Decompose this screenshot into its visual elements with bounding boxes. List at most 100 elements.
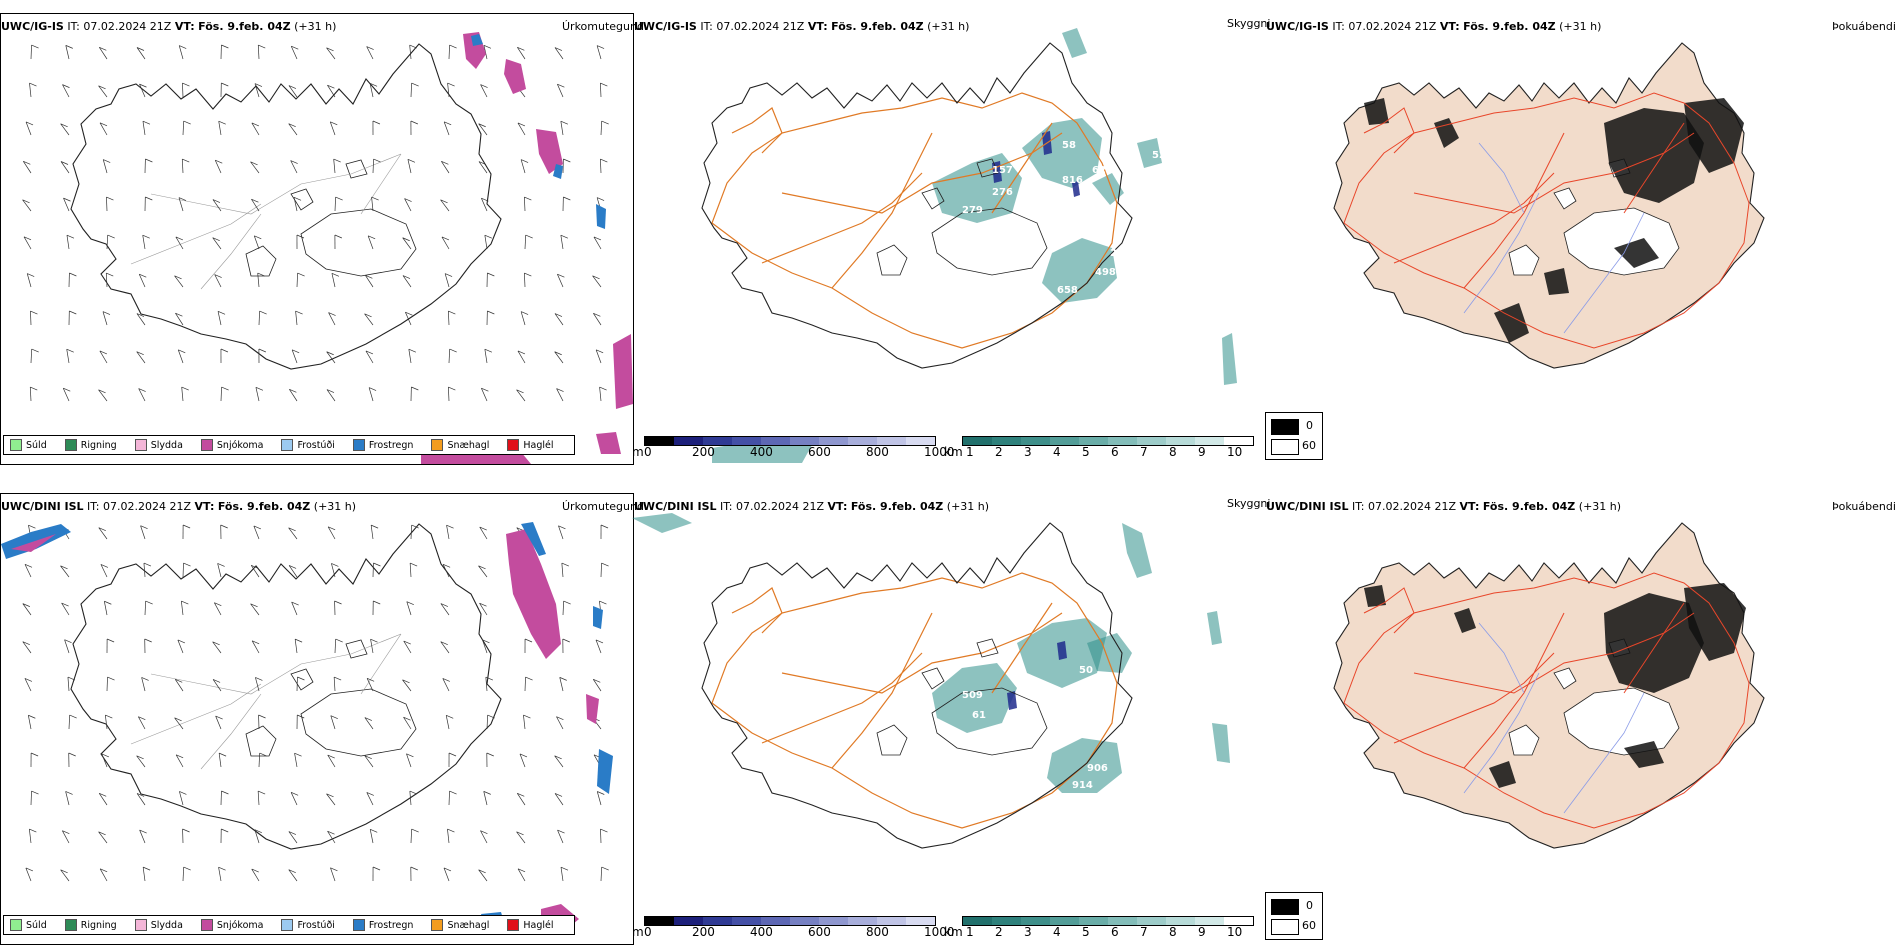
wind-barb-flag xyxy=(442,678,450,682)
wind-barb xyxy=(99,47,108,60)
wind-barb xyxy=(175,313,184,326)
wind-barb xyxy=(593,236,602,250)
wind-barb xyxy=(250,161,260,174)
wind-barb-flag xyxy=(593,679,601,683)
wind-barb xyxy=(177,349,184,364)
wind-barb-flag xyxy=(99,350,108,355)
wind-barb xyxy=(215,715,222,730)
wind-barb-flag xyxy=(212,237,220,242)
wind-barb-flag xyxy=(364,313,372,318)
wind-barb xyxy=(25,121,32,136)
precip-patch xyxy=(521,522,546,556)
visibility-panel-dini: 509 61 52 50 548 66 906 914 xyxy=(632,493,1264,943)
glacier-outline xyxy=(300,208,417,277)
wind-barb xyxy=(106,234,109,250)
wind-barb xyxy=(136,755,146,768)
fog-swatch-high xyxy=(1271,439,1299,455)
wind-barb-flag xyxy=(255,387,264,391)
wind-barb-flag xyxy=(334,600,342,605)
visibility-unit-2: km xyxy=(944,925,963,939)
wind-barb-flag xyxy=(100,564,109,568)
visibility-tick: 9 xyxy=(1198,445,1206,459)
wind-barb xyxy=(100,564,108,578)
precip-patch xyxy=(596,432,621,454)
wind-barb-flag xyxy=(554,47,563,51)
ceiling-label: 52 xyxy=(1152,150,1166,161)
visibility-unit: km xyxy=(944,445,963,459)
wind-barb xyxy=(333,677,336,692)
wind-barb xyxy=(255,677,260,692)
wind-barb-flag xyxy=(366,792,374,796)
wind-barb-flag xyxy=(563,600,571,605)
fog-swatch-high-2 xyxy=(1271,919,1299,935)
wind-barb-flag xyxy=(373,562,381,567)
wind-barb xyxy=(554,793,564,806)
glacier-outline xyxy=(976,158,999,178)
legend-swatch xyxy=(10,919,22,931)
wind-barb xyxy=(326,47,336,60)
glacier-outline xyxy=(931,687,1048,756)
wind-barb xyxy=(600,866,603,882)
wind-barb xyxy=(479,526,488,540)
wind-barb-flag xyxy=(297,272,305,277)
ceiling-label: 914 xyxy=(1072,780,1093,791)
wind-barb-flag xyxy=(62,84,70,88)
wind-barb xyxy=(136,313,146,326)
precip-patch xyxy=(471,34,483,46)
wind-barb-flag xyxy=(293,196,302,201)
wind-barb xyxy=(257,45,260,60)
wind-barb-flag xyxy=(483,791,491,795)
wind-barb-flag xyxy=(600,828,608,833)
wind-barb xyxy=(364,717,374,730)
wind-barb-flag xyxy=(372,120,381,125)
coastline xyxy=(70,43,502,370)
wind-barb xyxy=(331,273,336,288)
wind-barb xyxy=(30,310,32,326)
fog-area xyxy=(1614,238,1659,268)
wind-barb-flag xyxy=(288,869,296,874)
precip-patch xyxy=(597,749,613,794)
wind-barb-flag xyxy=(291,45,299,50)
wind-barb-flag xyxy=(179,791,187,795)
legend-item: Rigning xyxy=(64,919,117,931)
visibility-panel-ig: 157 276 816 279 58 52 62 3 204 498 658 xyxy=(632,13,1264,463)
glacier-outline xyxy=(290,668,314,691)
precip-patch xyxy=(504,59,526,94)
visibility-tick: 4 xyxy=(1053,925,1061,939)
wind-barb-flag xyxy=(485,676,493,681)
wind-barb xyxy=(366,792,374,806)
wind-barb-flag xyxy=(62,830,70,835)
wind-barb-flag xyxy=(560,120,568,125)
wind-barb xyxy=(181,159,184,174)
ceiling-label: 276 xyxy=(992,187,1013,198)
map-layer: 509 61 52 50 548 66 906 914 xyxy=(632,513,1230,849)
wind-barb xyxy=(250,565,260,578)
wind-barb-flag xyxy=(297,676,305,681)
coastline xyxy=(701,42,1133,369)
inner-roads xyxy=(130,633,402,770)
wind-barb xyxy=(480,830,488,844)
river xyxy=(1478,142,1525,214)
wind-barb-flag xyxy=(259,752,267,757)
wind-barb-flag xyxy=(215,715,223,720)
wind-barb-flag xyxy=(560,866,569,871)
wind-barb xyxy=(478,869,488,882)
legend-swatch xyxy=(134,439,147,451)
wind-barb xyxy=(142,121,146,136)
legend-item: Slydda xyxy=(134,439,183,451)
wind-barb-flag xyxy=(556,716,564,720)
low-ceiling-area xyxy=(1072,181,1080,197)
wind-barb xyxy=(409,45,412,60)
wind-barb-flag xyxy=(214,602,222,607)
wind-barb-flag xyxy=(364,755,372,760)
wind-barb xyxy=(138,716,146,730)
ceiling-label: 66 xyxy=(1127,640,1141,651)
wind-barb-flag xyxy=(297,714,305,719)
wind-barb xyxy=(66,235,70,250)
wind-barb-flag xyxy=(448,386,456,391)
wind-barb xyxy=(98,389,108,402)
wind-barb-flag xyxy=(136,793,145,797)
wind-barb-flag xyxy=(175,312,183,317)
wind-barb xyxy=(599,387,602,402)
wind-barb-flag xyxy=(28,714,36,719)
